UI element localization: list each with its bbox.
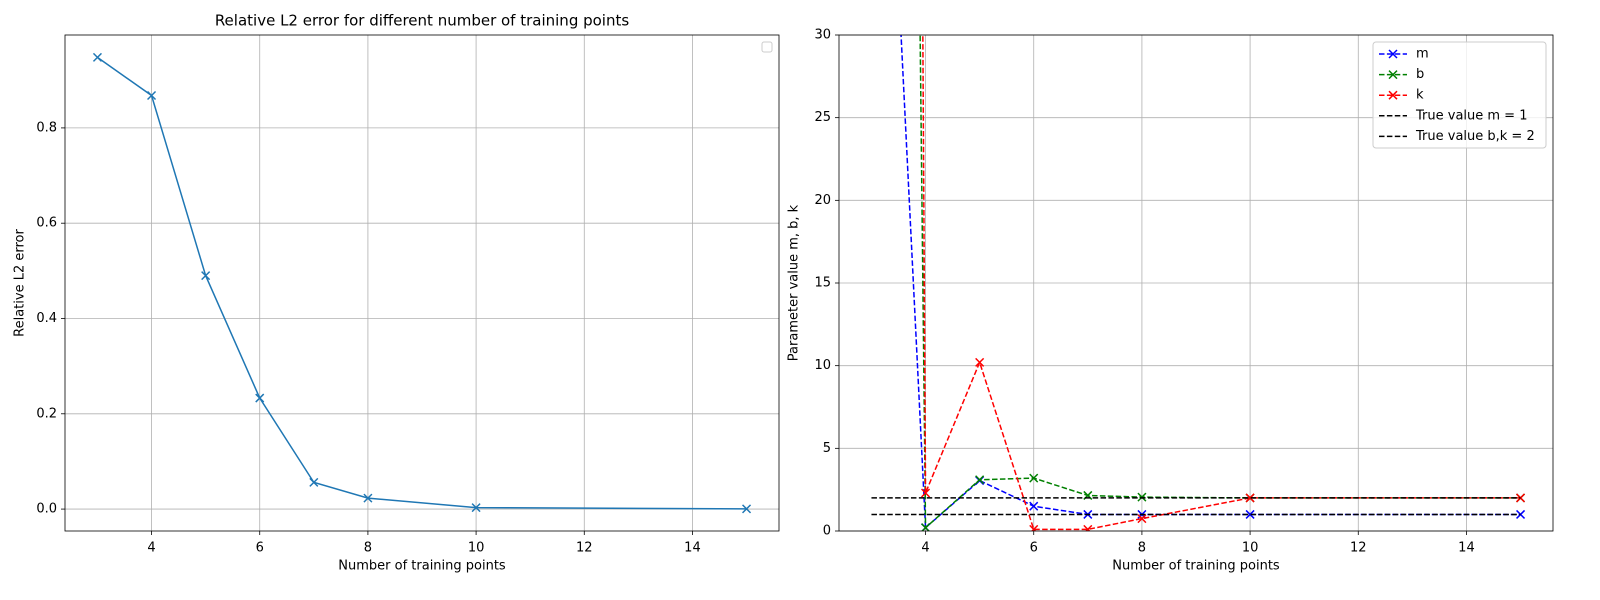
marker — [363, 493, 373, 503]
chart-title: Relative L2 error for different number o… — [215, 12, 630, 30]
x-tick-label: 10 — [468, 541, 485, 556]
legend-label: True value b,k = 2 — [1415, 129, 1535, 144]
marker — [92, 52, 102, 62]
legend-label: b — [1416, 67, 1424, 82]
series-line — [97, 56, 747, 510]
axes-frame — [64, 34, 780, 532]
x-tick-label: 6 — [1030, 541, 1038, 556]
marker — [975, 357, 985, 367]
x-tick-label: 6 — [256, 541, 264, 556]
y-axis-label: Parameter value m, b, k — [787, 204, 802, 361]
legend-marker — [1388, 49, 1398, 59]
marker — [975, 475, 985, 485]
marker — [1245, 509, 1255, 519]
y-tick-label: 25 — [814, 110, 831, 125]
marker — [1029, 501, 1039, 511]
legend-box — [1372, 41, 1547, 149]
marker — [742, 504, 752, 514]
legend-label: k — [1416, 88, 1424, 103]
legend-label: m — [1416, 47, 1429, 62]
y-tick-label: 0.2 — [36, 406, 57, 421]
y-tick-label: 10 — [814, 358, 831, 373]
marker — [147, 90, 157, 101]
x-tick-label: 12 — [1350, 541, 1367, 556]
marker — [255, 393, 265, 403]
marker — [1137, 514, 1147, 524]
y-tick-label: 0.8 — [36, 120, 57, 135]
marker — [1029, 524, 1039, 531]
y-tick-label: 0.6 — [36, 216, 57, 231]
marker — [1516, 509, 1526, 519]
plot-area — [871, 35, 1526, 531]
axes-frame — [838, 34, 1554, 532]
legend-label: True value m = 1 — [1415, 108, 1527, 123]
y-tick-label: 0.0 — [36, 502, 57, 517]
marker — [1516, 493, 1526, 503]
x-tick-label: 12 — [576, 541, 593, 556]
x-axis-label: Number of training points — [338, 559, 506, 574]
series-line — [922, 35, 1521, 531]
empty-legend — [761, 41, 773, 53]
legend-marker — [1388, 90, 1398, 100]
marker — [471, 503, 481, 513]
x-tick-label: 10 — [1242, 541, 1259, 556]
legend-marker — [1388, 70, 1398, 80]
y-tick-label: 15 — [814, 276, 831, 291]
series-line — [900, 35, 1521, 530]
x-tick-label: 8 — [1138, 541, 1146, 556]
y-tick-label: 0.4 — [36, 311, 57, 326]
y-axis-label: Relative L2 error — [13, 229, 28, 337]
x-tick-label: 4 — [147, 541, 155, 556]
x-tick-label: 8 — [364, 541, 372, 556]
y-tick-label: 0 — [823, 524, 831, 539]
marker — [921, 488, 931, 498]
y-tick-label: 30 — [814, 28, 831, 43]
marker — [1137, 492, 1147, 502]
marker — [1083, 524, 1093, 531]
marker — [201, 271, 211, 281]
marker — [1245, 493, 1255, 503]
x-axis-label: Number of training points — [1112, 559, 1280, 574]
plot-area — [92, 52, 752, 514]
x-tick-label: 14 — [684, 541, 701, 556]
x-tick-label: 4 — [921, 541, 929, 556]
marker — [1029, 473, 1039, 483]
x-tick-label: 14 — [1458, 541, 1475, 556]
y-tick-label: 20 — [814, 193, 831, 208]
y-tick-label: 5 — [823, 441, 831, 456]
marker — [921, 523, 931, 531]
marker — [309, 477, 319, 487]
